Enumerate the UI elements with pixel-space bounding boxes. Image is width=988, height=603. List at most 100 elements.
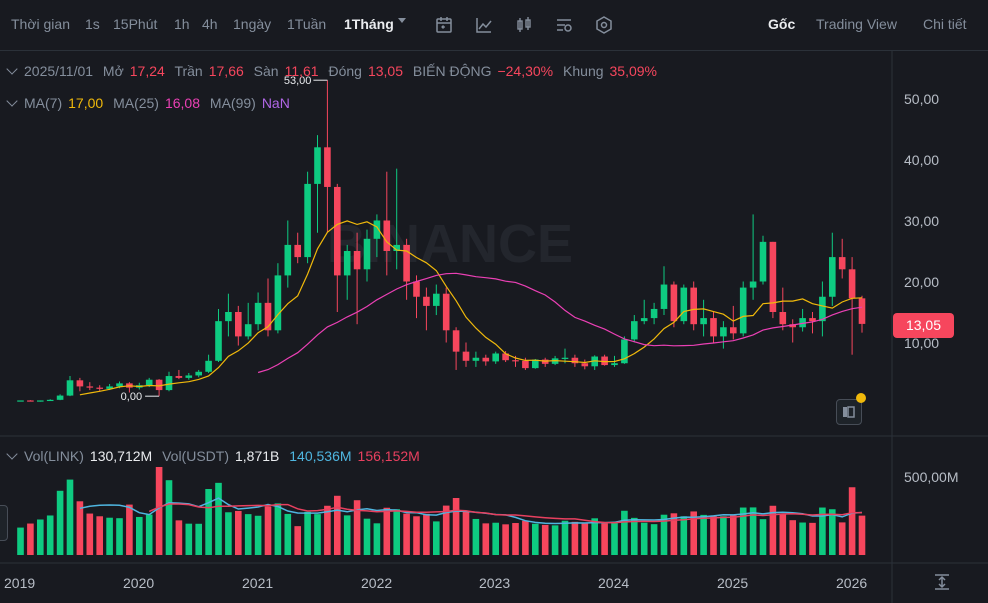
x-tick-2020: 2020 [123, 575, 155, 591]
volume-bar [363, 518, 371, 555]
candle-body [66, 380, 74, 396]
low-label: Sàn [253, 63, 279, 79]
x-tick-2019: 2019 [4, 575, 36, 591]
vol-ma-a-value: 140,536M [289, 448, 352, 464]
interval-15m[interactable]: 15Phút [113, 16, 158, 32]
close-label: Đóng [328, 63, 362, 79]
volume-bar [145, 514, 153, 555]
volume-bar [482, 523, 490, 555]
volume-bar [532, 523, 539, 555]
candle-body [452, 330, 460, 352]
volume-bar [175, 520, 183, 555]
candle-body [46, 399, 54, 402]
volume-bar [472, 518, 480, 555]
volume-bar [324, 505, 331, 555]
candle-body [195, 371, 202, 376]
candle-body [482, 357, 490, 362]
candle-body [462, 351, 470, 361]
x-tick-2025: 2025 [717, 575, 749, 591]
view-depth[interactable]: Chi tiết [923, 16, 967, 32]
interval-1s[interactable]: 1s [85, 16, 100, 32]
interval-1month[interactable]: 1Tháng [344, 16, 394, 32]
ma25-line [257, 272, 863, 374]
candle-body [423, 296, 430, 306]
pane-drag-handle[interactable] [0, 505, 8, 541]
volume-bar [631, 517, 638, 555]
volume-bar [749, 507, 757, 555]
min-label: 0,00 [121, 391, 142, 403]
candle-body [720, 327, 727, 337]
volume-bar [413, 516, 420, 555]
collapse-chevron-icon[interactable] [6, 448, 18, 460]
candle-body [601, 356, 608, 366]
vol-link-value: 130,712M [89, 448, 153, 464]
candle-type-icon[interactable] [514, 15, 534, 35]
candle-body [254, 302, 262, 325]
notification-dot [856, 393, 866, 403]
interval-4h[interactable]: 4h [202, 16, 218, 32]
template-icon[interactable] [554, 15, 574, 35]
high-label: Trần [174, 63, 203, 79]
vol-usdt-label: Vol(USDT) [162, 448, 229, 464]
candle-body [314, 147, 321, 184]
tradingview-logo-icon [843, 406, 855, 418]
chevron-down-icon[interactable] [398, 18, 406, 23]
candle-body [225, 312, 232, 322]
volume-bar [284, 513, 292, 555]
y-tick-30: 30,00 [904, 213, 940, 229]
volume-bar [403, 513, 410, 555]
calendar-icon[interactable] [434, 15, 454, 35]
candle-body [244, 324, 252, 337]
candle-body [670, 284, 678, 322]
collapse-chevron-icon[interactable] [6, 63, 18, 75]
volume-bar [76, 501, 84, 555]
candle-body [838, 257, 846, 270]
ma-legend: MA(7) 17,00 MA(25) 16,08 MA(99) NaN [6, 95, 296, 111]
volume-bar [373, 523, 381, 555]
interval-1w[interactable]: 1Tuần [287, 16, 327, 32]
candle-body [631, 321, 638, 340]
ma25-label: MA(25) [113, 95, 159, 111]
volume-legend: Vol(LINK) 130,712M Vol(USDT) 1,871B 140,53… [6, 448, 426, 464]
interval-1d[interactable]: 1ngày [233, 16, 272, 32]
settings-icon[interactable] [594, 15, 614, 35]
legend-date: 2025/11/01 [24, 63, 94, 79]
candle-body [769, 241, 777, 312]
view-tradingview[interactable]: Trading View [816, 16, 897, 32]
indicator-icon[interactable] [474, 15, 494, 35]
ma7-value: 17,00 [68, 95, 104, 111]
volume-bar [522, 520, 529, 555]
volume-bar [96, 516, 103, 555]
interval-1h[interactable]: 1h [174, 16, 190, 32]
candle-body [502, 353, 509, 361]
collapse-chevron-icon[interactable] [6, 95, 18, 107]
volume-bar [314, 514, 321, 555]
volume-bar [353, 500, 361, 555]
ma99-value: NaN [261, 95, 290, 111]
volume-bar [215, 482, 222, 555]
candle-body [264, 302, 272, 331]
chart-toolbar: Thời gian 1s 15Phút 1h 4h 1ngày 1Tuần 1T… [0, 0, 988, 51]
candle-body [848, 269, 856, 299]
volume-bar [423, 513, 430, 555]
volume-bar [680, 516, 688, 555]
volume-bar [660, 514, 668, 555]
candle-body [581, 363, 589, 367]
volume-bar [502, 524, 509, 555]
volume-bar [848, 487, 856, 555]
ma99-label: MA(99) [209, 95, 256, 111]
volume-bar [769, 505, 777, 555]
volume-bar [343, 515, 351, 555]
fit-axis-icon[interactable] [932, 572, 952, 592]
candle-body [17, 400, 24, 402]
vol-tick-500m: 500,00M [904, 469, 959, 485]
tradingview-logo-button[interactable] [836, 399, 862, 425]
view-original[interactable]: Gốc [768, 16, 796, 32]
volume-bar [225, 512, 232, 555]
candle-body [304, 183, 311, 258]
volume-ma-b-line [148, 503, 863, 524]
volume-bar [264, 506, 272, 555]
candle-body [858, 298, 866, 324]
candle-body [660, 284, 668, 309]
candlestick-chart[interactable]: BINANCE 53,000,00 [0, 50, 988, 603]
